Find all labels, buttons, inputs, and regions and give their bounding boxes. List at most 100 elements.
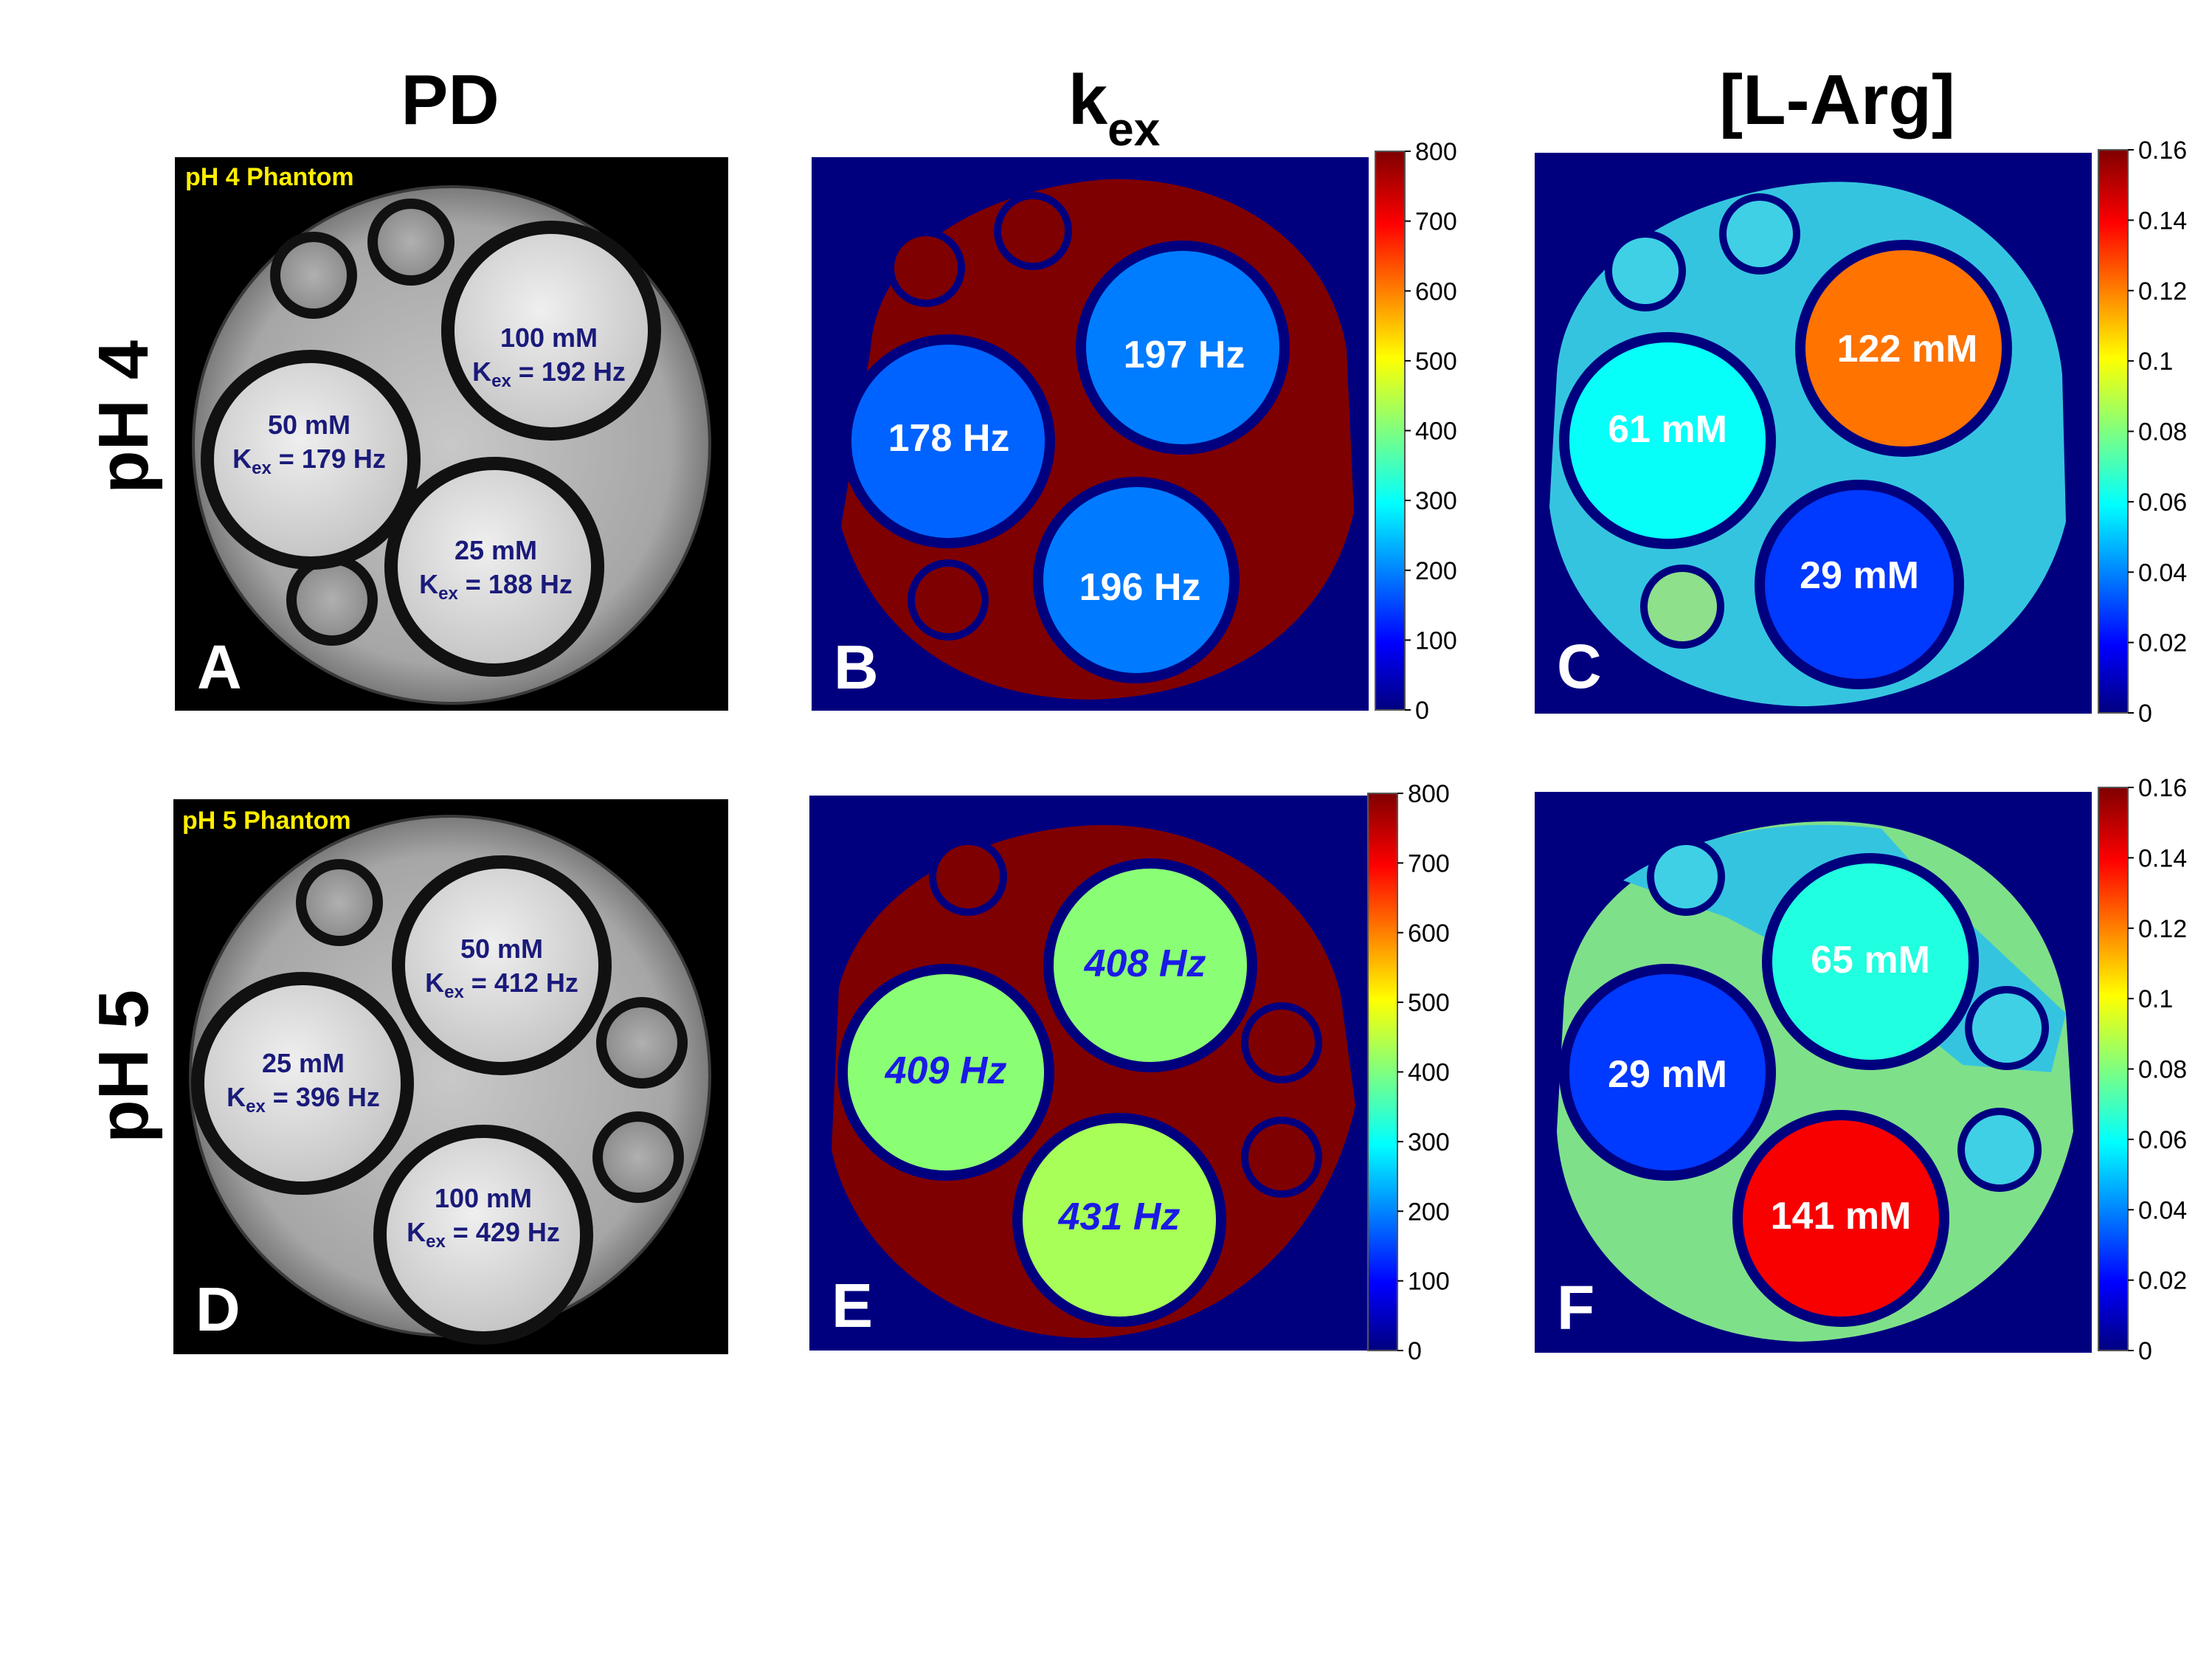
- tube-label: 61 mM: [1608, 408, 1727, 451]
- tube-annotation-conc: 50 mM: [460, 934, 543, 964]
- tube-annotation-kex: Kex = 188 Hz: [419, 569, 573, 604]
- colorbar-kex-row1: 800 700 600 500 400 300 200 100 0: [1374, 138, 1485, 731]
- colorbar-tick-label: 0.12: [2138, 915, 2187, 943]
- tube-label: 65 mM: [1811, 939, 1930, 982]
- tube-kex-map: [841, 334, 1055, 548]
- panel-f: 65 mM 29 mM 141 mM F: [1535, 792, 2092, 1353]
- tube-kex-map: [1012, 1113, 1226, 1327]
- colorbar-tick-label: 0: [2138, 1337, 2152, 1365]
- panel-letter: F: [1557, 1273, 1594, 1342]
- small-tube: [1965, 986, 2049, 1070]
- colorbar-tick-label: 400: [1408, 1059, 1450, 1087]
- colorbar-tick-label: 300: [1408, 1128, 1450, 1156]
- colorbar-larg-row1: 0.16 0.14 0.12 0.1 0.08 0.06 0.04 0.02 0: [2097, 137, 2212, 733]
- small-tube: [296, 859, 383, 946]
- row-title-ph5: pH 5: [84, 989, 163, 1144]
- small-tube: [1241, 1117, 1322, 1198]
- colorbar-tick-label: 0.12: [2138, 277, 2187, 306]
- tube-annotation-conc: 100 mM: [500, 323, 598, 353]
- column-title-kex: kex: [1033, 65, 1195, 153]
- tube-annotation-conc: 25 mM: [262, 1048, 345, 1078]
- colorbar-tick-label: 100: [1415, 627, 1457, 655]
- tube-label: 196 Hz: [1079, 566, 1201, 609]
- colorbar-tick-label: 0.06: [2138, 1126, 2187, 1154]
- small-tube: [1640, 565, 1724, 649]
- tube-label: 197 Hz: [1124, 334, 1245, 376]
- small-tube: [270, 232, 357, 319]
- column-title-pd: PD: [401, 61, 500, 139]
- tube-25mm: [191, 972, 414, 1195]
- colorbar-tick-label: 0.16: [2138, 137, 2187, 165]
- colorbar-tick-label: 200: [1415, 557, 1457, 585]
- small-tube: [1241, 1002, 1322, 1083]
- panel-b: 197 Hz 178 Hz 196 Hz B: [812, 157, 1369, 711]
- colorbar-tick-label: 0.04: [2138, 559, 2187, 587]
- small-tube: [1957, 1108, 2042, 1192]
- tube-label: 408 Hz: [1084, 942, 1206, 985]
- colorbar-tick-label: 0.14: [2138, 207, 2187, 235]
- colorbar-gradient: [1367, 793, 1398, 1351]
- phantom-label: pH 5 Phantom: [182, 807, 351, 835]
- tube-label: 29 mM: [1608, 1053, 1727, 1096]
- tube-annotation-kex: Kex = 179 Hz: [232, 444, 386, 478]
- kex-main: k: [1068, 61, 1108, 139]
- colorbar-tick-label: 0.08: [2138, 418, 2187, 446]
- tube-arg-map: [1762, 853, 1979, 1070]
- colorbar-kex-row2: 800 700 600 500 400 300 200 100 0: [1366, 780, 1477, 1365]
- tube-annotation-kex: Kex = 412 Hz: [425, 968, 578, 1002]
- colorbar-tick-label: 0.14: [2138, 844, 2187, 872]
- colorbar-tick-label: 0: [1408, 1337, 1422, 1365]
- tube-kex-map: [1076, 241, 1290, 455]
- small-tube: [929, 838, 1007, 916]
- colorbar-tick-label: 0.16: [2138, 774, 2187, 802]
- small-tube: [1719, 193, 1800, 275]
- colorbar-gradient: [2098, 787, 2129, 1351]
- colorbar-larg-row2: 0.16 0.14 0.12 0.1 0.08 0.06 0.04 0.02 0: [2097, 774, 2212, 1370]
- tube-annotation-conc: 50 mM: [268, 410, 350, 440]
- tube-label: 178 Hz: [888, 417, 1010, 460]
- small-tube: [908, 559, 989, 641]
- tube-label: 29 mM: [1800, 554, 1919, 597]
- tube-annotation-kex: Kex = 192 Hz: [472, 356, 626, 391]
- tube-50mm: [392, 855, 612, 1075]
- row-title-ph4: pH 4: [84, 339, 163, 494]
- panel-letter: C: [1557, 632, 1602, 701]
- panel-letter: A: [197, 632, 242, 702]
- tube-annotation-conc: 25 mM: [455, 535, 537, 565]
- panel-letter: B: [834, 632, 879, 702]
- tube-kex-map: [1043, 858, 1257, 1072]
- tube-arg-map: [1559, 964, 1776, 1181]
- tube-label: 431 Hz: [1058, 1196, 1181, 1238]
- panel-letter: E: [832, 1271, 873, 1340]
- tube-label: 141 mM: [1771, 1195, 1912, 1238]
- colorbar-tick-label: 800: [1415, 138, 1457, 166]
- tube-100mm: [441, 221, 661, 441]
- colorbar-tick-label: 300: [1415, 487, 1457, 515]
- colorbar-tick-label: 600: [1415, 277, 1457, 306]
- tube-arg-map: [1795, 240, 2012, 457]
- tube-annotation-conc: 100 mM: [435, 1183, 532, 1213]
- colorbar-tick-label: 0: [1415, 697, 1429, 725]
- tube-100mm: [373, 1125, 593, 1345]
- small-tube: [592, 1111, 684, 1203]
- kex-sub: ex: [1107, 102, 1161, 156]
- colorbar-tick-label: 0.02: [2138, 630, 2187, 658]
- colorbar-gradient: [2098, 149, 2129, 714]
- column-title-larg: [L-Arg]: [1719, 61, 1955, 139]
- small-tube: [1605, 230, 1686, 311]
- small-tube: [286, 554, 378, 646]
- tube-kex-map: [1033, 477, 1240, 683]
- small-tube: [367, 199, 455, 286]
- colorbar-tick-label: 0.06: [2138, 489, 2187, 517]
- colorbar-tick-label: 0.1: [2138, 348, 2173, 376]
- colorbar-tick-label: 0.08: [2138, 1056, 2187, 1084]
- panel-d: pH 5 Phantom 50 mM Kex = 412 Hz 25 mM Ke…: [173, 799, 728, 1354]
- colorbar-gradient: [1375, 151, 1406, 711]
- colorbar-tick-label: 400: [1415, 418, 1457, 446]
- colorbar-tick-label: 0.1: [2138, 985, 2173, 1013]
- colorbar-tick-label: 0.04: [2138, 1196, 2187, 1224]
- tube-arg-map: [1732, 1110, 1949, 1327]
- tube-annotation-kex: Kex = 396 Hz: [227, 1082, 380, 1117]
- small-tube: [596, 997, 688, 1089]
